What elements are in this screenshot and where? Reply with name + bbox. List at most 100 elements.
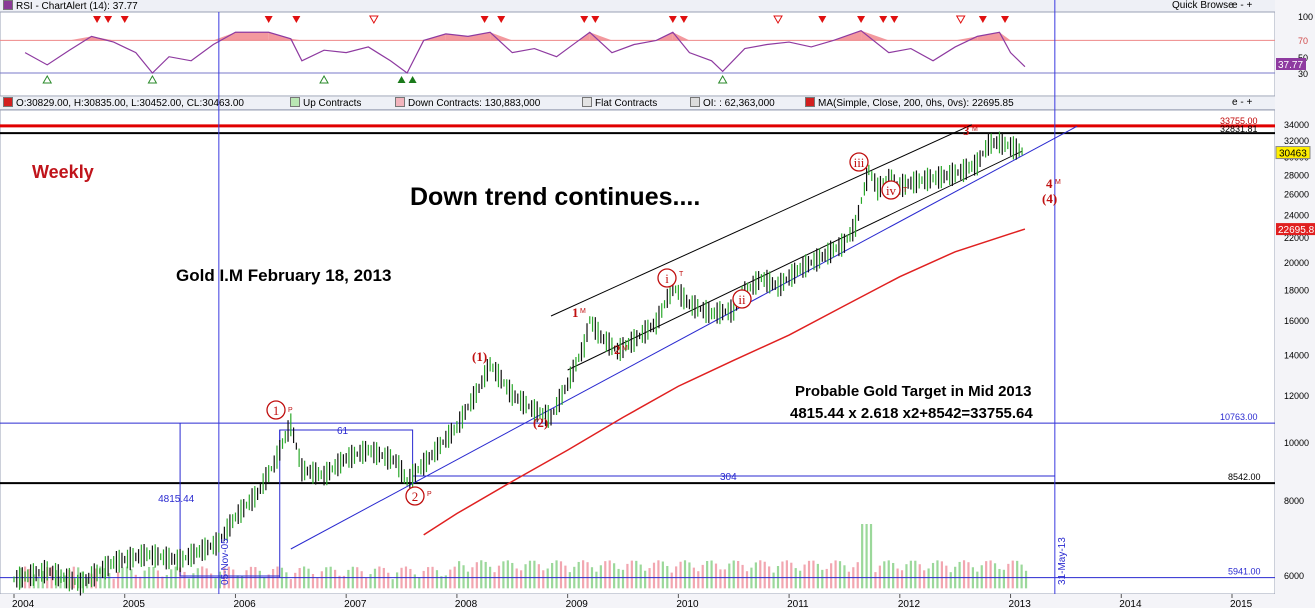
wave-m4-sub: M xyxy=(1055,179,1061,186)
flat-contracts-swatch xyxy=(582,97,592,107)
rsi-value-badge xyxy=(1276,58,1306,70)
volume-bar xyxy=(183,571,186,589)
price-axis-tick: 32000 xyxy=(1284,136,1309,146)
target-title: Probable Gold Target in Mid 2013 xyxy=(795,383,1031,400)
volume-bar xyxy=(134,574,137,589)
rsi-layer: 10070503037.77 xyxy=(0,12,1313,84)
volume-bar xyxy=(635,560,638,589)
rsi-panel-controls[interactable]: e - + xyxy=(1232,0,1253,11)
volume-bar xyxy=(409,568,412,589)
wave-1-sub: P xyxy=(288,407,293,414)
rsi-sell-outline-marker xyxy=(773,15,783,25)
volume-bar xyxy=(311,573,315,589)
x-axis-tick: 2012 xyxy=(898,599,921,608)
volume-bar xyxy=(838,561,842,589)
rsi-sell-marker xyxy=(580,16,589,23)
volume-bar xyxy=(604,561,607,589)
volume-bar xyxy=(555,560,558,589)
ma-swatch xyxy=(805,97,815,107)
rsi-overbought-fill xyxy=(490,32,513,41)
volume-bar xyxy=(387,572,390,589)
rsi-sell-marker xyxy=(818,16,827,23)
volume-bar xyxy=(502,561,505,589)
volume-bar xyxy=(19,567,22,589)
wave-iv-sub: T xyxy=(903,187,908,194)
wave-p1-label: (1) xyxy=(472,349,487,364)
price-panel-controls[interactable]: e - + xyxy=(1232,97,1253,108)
down-contracts-label: Down Contracts: 130,883,000 xyxy=(408,98,541,109)
volume-bar xyxy=(878,565,881,589)
volume-bar xyxy=(892,562,895,589)
volume-bar xyxy=(914,560,917,589)
rsi-sell-marker xyxy=(679,16,688,23)
ohlc-swatch xyxy=(3,97,13,107)
volume-bar xyxy=(112,578,115,589)
rsi-header-label-wrap: RSI - ChartAlert (14): 37.77 xyxy=(3,0,138,13)
volume-bar xyxy=(285,572,288,589)
start-date-label: 05-Nov-05 xyxy=(220,538,231,585)
volume-bar xyxy=(626,563,629,589)
rsi-sell-marker xyxy=(668,16,677,23)
volume-bar xyxy=(657,560,660,589)
rsi-sell-outline-marker xyxy=(955,15,966,25)
wave-2-label: 2 xyxy=(412,489,419,504)
volume-bar xyxy=(900,570,904,589)
ma-badge-text: 22695.8 xyxy=(1278,225,1315,236)
volume-bar xyxy=(896,568,899,589)
rsi-axis-tick: 100 xyxy=(1298,12,1313,22)
wave-iii-label-circle xyxy=(849,152,869,172)
volume-bar xyxy=(533,560,536,589)
up-contracts-swatch xyxy=(290,97,300,107)
volume-bar xyxy=(723,569,726,589)
volume-bar xyxy=(85,578,89,589)
volume-bar xyxy=(524,564,527,589)
fib-level-label: 10763.00 xyxy=(1220,412,1258,422)
rsi-overbought-fill xyxy=(861,30,889,41)
rsi-overbought-fill xyxy=(589,32,612,41)
volume-bar xyxy=(108,573,111,589)
volume-bar xyxy=(856,562,859,589)
volume-bar xyxy=(475,562,478,589)
volume-bar xyxy=(989,560,992,589)
rsi-buy-outline-marker xyxy=(42,74,53,84)
rsi-axis-tick: 70 xyxy=(1298,36,1308,46)
volume-bar xyxy=(732,560,735,589)
up-contracts-wrap: Up Contracts xyxy=(290,97,361,110)
oi-wrap: OI: : 62,363,000 xyxy=(690,97,775,110)
volume-bar xyxy=(794,568,797,589)
volume-bar xyxy=(670,572,673,589)
volume-bar xyxy=(413,574,416,589)
volume-bar xyxy=(143,570,146,589)
quick-browse-button[interactable]: Quick Browse xyxy=(1172,0,1234,11)
volume-bar xyxy=(546,568,549,589)
volume-bar xyxy=(196,568,199,589)
volume-bar xyxy=(466,571,470,589)
volume-bar xyxy=(945,565,948,589)
rsi-overbought-fill xyxy=(467,32,491,41)
volume-bar xyxy=(905,564,908,589)
rsi-sell-marker xyxy=(857,16,866,23)
volume-bar xyxy=(369,574,372,589)
volume-bar xyxy=(790,562,793,589)
oi-swatch xyxy=(690,97,700,107)
volume-bar xyxy=(342,575,346,589)
price-axis-tick: 6000 xyxy=(1284,571,1304,581)
volume-bar xyxy=(869,524,873,589)
volume-bar xyxy=(648,568,651,589)
volume-bar xyxy=(537,564,540,589)
rsi-buy-outline-marker xyxy=(147,74,158,84)
wave-m1-label: 1 xyxy=(572,305,579,320)
volume-bar xyxy=(887,560,890,589)
volume-bar xyxy=(652,562,656,589)
price-axis-tick: 18000 xyxy=(1284,285,1309,295)
wave-m4-label: 4 xyxy=(1046,176,1053,191)
wave-m2-label: 2 xyxy=(614,342,621,357)
volume-bar xyxy=(621,569,625,589)
wave-2-sub: P xyxy=(427,491,432,498)
price-axis-tick: 26000 xyxy=(1284,190,1309,200)
volume-bar xyxy=(613,563,616,589)
volume-bar xyxy=(909,560,912,589)
rsi-sell-marker xyxy=(890,16,899,23)
oi-label: OI: : 62,363,000 xyxy=(703,98,775,109)
volume-bar xyxy=(1024,570,1028,589)
